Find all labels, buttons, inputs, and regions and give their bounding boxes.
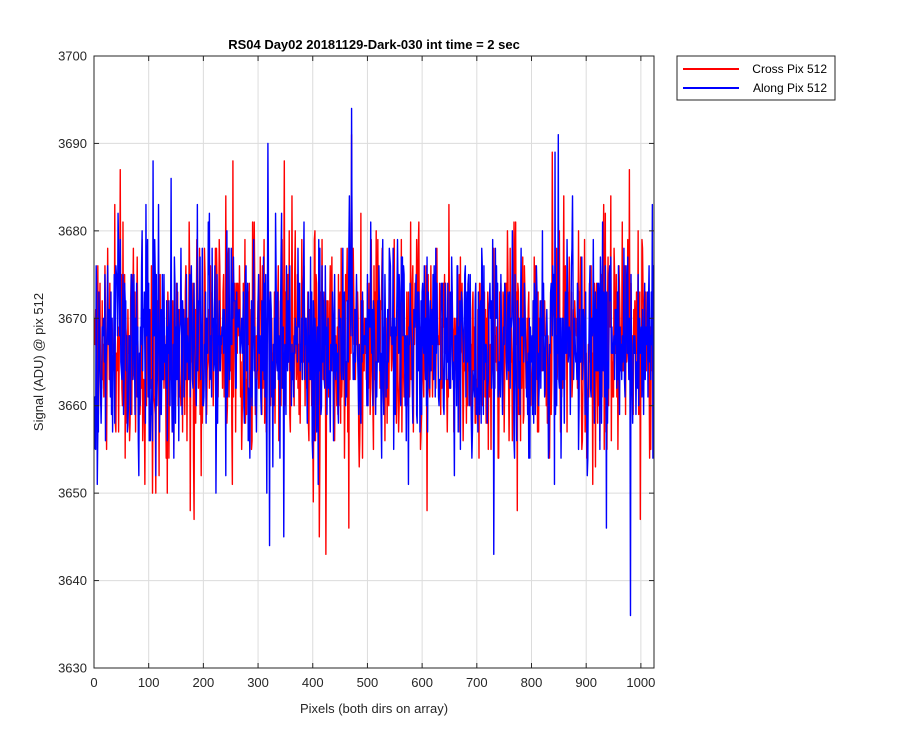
x-tick-label: 400 (302, 675, 324, 690)
x-tick-label: 900 (575, 675, 597, 690)
x-tick-label: 100 (138, 675, 160, 690)
series-lines (94, 107, 654, 617)
y-tick-label: 3640 (58, 573, 87, 588)
legend-label-along: Along Pix 512 (753, 81, 827, 95)
legend-box (676, 55, 836, 101)
y-tick-label: 3650 (58, 486, 87, 501)
chart-title: RS04 Day02 20181129-Dark-030 int time = … (228, 37, 520, 52)
x-tick-label: 300 (247, 675, 269, 690)
y-tick-label: 3700 (58, 49, 87, 64)
x-axis-label: Pixels (both dirs on array) (300, 701, 448, 716)
legend: Cross Pix 512 Along Pix 512 (676, 55, 836, 101)
axes-box (93, 55, 655, 669)
plot-axes: 0 100 200 300 400 500 600 700 800 900 1000 3630 3640… (58, 49, 655, 691)
ticks (93, 55, 654, 669)
x-tick-label: 800 (521, 675, 543, 690)
y-tick-label: 3690 (58, 136, 87, 151)
x-tick-label: 0 (90, 675, 97, 690)
y-tick-label: 3680 (58, 223, 87, 238)
tick-labels: 0 100 200 300 400 500 600 700 800 900 1000 3630 3640… (58, 49, 655, 691)
x-tick-label: 1000 (626, 675, 655, 690)
y-tick-label: 3630 (58, 661, 87, 676)
x-tick-label: 700 (466, 675, 488, 690)
x-tick-label: 600 (411, 675, 433, 690)
x-tick-label: 200 (193, 675, 215, 690)
y-tick-label: 3670 (58, 311, 87, 326)
y-tick-label: 3660 (58, 398, 87, 413)
y-axis-label: Signal (ADU) @ pix 512 (31, 293, 46, 431)
x-tick-label: 500 (357, 675, 379, 690)
series-line-along-pix-512 (94, 107, 654, 617)
legend-label-cross: Cross Pix 512 (752, 62, 827, 76)
